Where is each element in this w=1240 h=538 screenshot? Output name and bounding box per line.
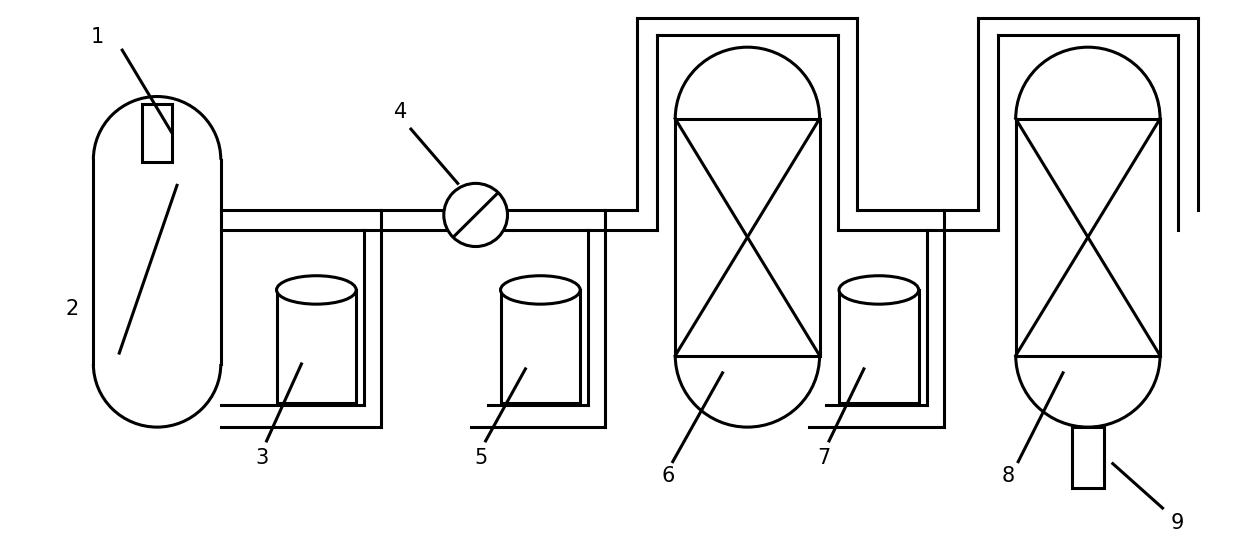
Bar: [1016, 119, 1161, 356]
Bar: [277, 290, 356, 404]
Text: 8: 8: [1002, 466, 1014, 486]
Circle shape: [444, 183, 507, 246]
Ellipse shape: [839, 276, 919, 304]
Text: 2: 2: [66, 299, 79, 318]
Bar: [839, 290, 919, 404]
Bar: [143, 104, 172, 161]
Bar: [501, 290, 580, 404]
Text: 6: 6: [661, 466, 675, 486]
Ellipse shape: [277, 276, 356, 304]
Bar: [676, 119, 820, 356]
Bar: [93, 160, 221, 364]
Text: 3: 3: [255, 448, 268, 468]
Text: 5: 5: [474, 448, 487, 468]
Bar: [1071, 427, 1104, 489]
Text: 9: 9: [1171, 513, 1184, 533]
Text: 7: 7: [817, 448, 831, 468]
Ellipse shape: [501, 276, 580, 304]
Text: 4: 4: [394, 102, 408, 122]
Text: 1: 1: [91, 27, 104, 47]
